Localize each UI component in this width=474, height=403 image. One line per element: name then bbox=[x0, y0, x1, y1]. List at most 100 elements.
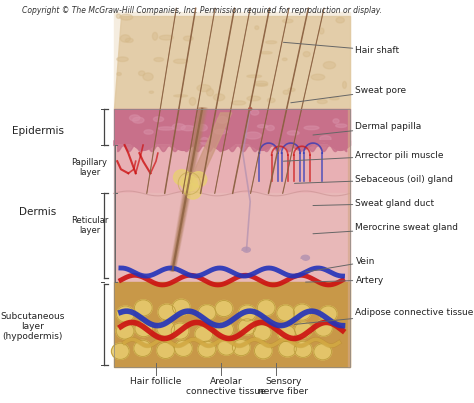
Ellipse shape bbox=[277, 305, 294, 321]
Ellipse shape bbox=[279, 341, 296, 357]
Ellipse shape bbox=[158, 304, 176, 320]
Ellipse shape bbox=[343, 81, 346, 88]
Ellipse shape bbox=[253, 324, 271, 341]
Ellipse shape bbox=[295, 322, 312, 338]
Ellipse shape bbox=[200, 137, 209, 144]
Ellipse shape bbox=[314, 344, 332, 360]
Ellipse shape bbox=[117, 73, 121, 75]
Ellipse shape bbox=[247, 96, 261, 101]
Ellipse shape bbox=[133, 117, 144, 123]
Text: Epidermis: Epidermis bbox=[12, 126, 64, 136]
Ellipse shape bbox=[232, 339, 250, 355]
Ellipse shape bbox=[283, 90, 289, 94]
Ellipse shape bbox=[249, 108, 252, 110]
Text: Dermis: Dermis bbox=[19, 207, 56, 216]
Ellipse shape bbox=[173, 299, 190, 315]
Ellipse shape bbox=[134, 341, 152, 357]
Ellipse shape bbox=[111, 343, 129, 359]
Ellipse shape bbox=[247, 75, 262, 78]
Ellipse shape bbox=[215, 129, 228, 134]
Ellipse shape bbox=[207, 89, 213, 96]
Ellipse shape bbox=[267, 98, 275, 103]
Ellipse shape bbox=[232, 101, 246, 105]
Ellipse shape bbox=[294, 341, 312, 357]
Ellipse shape bbox=[149, 91, 154, 93]
Ellipse shape bbox=[287, 131, 299, 135]
Ellipse shape bbox=[157, 320, 174, 337]
Text: Copyright © The McGraw-Hill Companies, Inc. Permission required for reproduction: Copyright © The McGraw-Hill Companies, I… bbox=[22, 6, 382, 15]
Ellipse shape bbox=[135, 320, 153, 337]
Ellipse shape bbox=[138, 71, 145, 76]
Text: Sweat pore: Sweat pore bbox=[291, 86, 407, 103]
Ellipse shape bbox=[311, 74, 325, 80]
Ellipse shape bbox=[336, 124, 346, 127]
Ellipse shape bbox=[218, 339, 236, 355]
Ellipse shape bbox=[120, 35, 130, 42]
Text: Areolar
connective tissue: Areolar connective tissue bbox=[186, 377, 266, 396]
Ellipse shape bbox=[198, 125, 207, 131]
Ellipse shape bbox=[125, 38, 133, 42]
Text: Sweat gland duct: Sweat gland duct bbox=[313, 199, 435, 208]
Ellipse shape bbox=[153, 32, 157, 40]
Bar bbox=[114, 12, 350, 109]
Text: Sensory
nerve fiber: Sensory nerve fiber bbox=[258, 377, 309, 396]
Ellipse shape bbox=[304, 126, 319, 130]
Ellipse shape bbox=[159, 35, 173, 40]
Ellipse shape bbox=[174, 340, 192, 356]
Ellipse shape bbox=[190, 172, 207, 187]
Ellipse shape bbox=[174, 95, 188, 97]
Text: Arrector pili muscle: Arrector pili muscle bbox=[283, 151, 444, 161]
Text: Subcutaneous
layer
(hypodermis): Subcutaneous layer (hypodermis) bbox=[0, 312, 64, 341]
Bar bbox=[114, 109, 350, 145]
Ellipse shape bbox=[283, 58, 287, 60]
Ellipse shape bbox=[117, 57, 128, 62]
Ellipse shape bbox=[303, 52, 310, 57]
Text: Artery: Artery bbox=[306, 276, 384, 285]
Text: Papillary
layer: Papillary layer bbox=[72, 158, 108, 177]
Bar bbox=[114, 145, 350, 193]
Ellipse shape bbox=[283, 19, 293, 23]
Ellipse shape bbox=[333, 119, 339, 123]
Text: Hair shaft: Hair shaft bbox=[283, 42, 400, 55]
Ellipse shape bbox=[255, 343, 272, 359]
Ellipse shape bbox=[257, 125, 267, 128]
Ellipse shape bbox=[288, 88, 295, 91]
Polygon shape bbox=[191, 113, 232, 177]
Ellipse shape bbox=[251, 110, 259, 115]
Ellipse shape bbox=[143, 73, 153, 81]
Ellipse shape bbox=[129, 115, 140, 121]
Ellipse shape bbox=[198, 305, 216, 321]
Ellipse shape bbox=[315, 320, 332, 336]
Bar bbox=[114, 193, 350, 282]
Ellipse shape bbox=[173, 170, 190, 185]
Ellipse shape bbox=[213, 94, 225, 101]
Text: Hair follicle: Hair follicle bbox=[130, 377, 182, 386]
Ellipse shape bbox=[238, 319, 256, 335]
Ellipse shape bbox=[172, 124, 185, 130]
Ellipse shape bbox=[117, 14, 120, 19]
Bar bbox=[348, 109, 350, 367]
Ellipse shape bbox=[217, 116, 228, 123]
Ellipse shape bbox=[266, 125, 274, 131]
Text: Dermal papilla: Dermal papilla bbox=[313, 123, 422, 135]
Ellipse shape bbox=[317, 100, 327, 104]
Ellipse shape bbox=[154, 117, 164, 122]
Ellipse shape bbox=[120, 14, 133, 20]
Ellipse shape bbox=[319, 306, 337, 322]
Ellipse shape bbox=[215, 301, 233, 317]
Ellipse shape bbox=[144, 130, 153, 134]
Ellipse shape bbox=[255, 81, 268, 85]
Bar bbox=[114, 109, 350, 367]
Ellipse shape bbox=[173, 59, 187, 63]
Ellipse shape bbox=[278, 325, 295, 341]
Ellipse shape bbox=[216, 322, 234, 338]
Ellipse shape bbox=[238, 305, 256, 321]
Ellipse shape bbox=[154, 58, 164, 62]
Ellipse shape bbox=[181, 176, 198, 191]
Ellipse shape bbox=[257, 300, 275, 316]
Ellipse shape bbox=[245, 132, 261, 139]
Text: Merocrine sweat gland: Merocrine sweat gland bbox=[313, 223, 458, 234]
Ellipse shape bbox=[330, 97, 339, 100]
Ellipse shape bbox=[135, 300, 152, 316]
Ellipse shape bbox=[183, 36, 193, 41]
